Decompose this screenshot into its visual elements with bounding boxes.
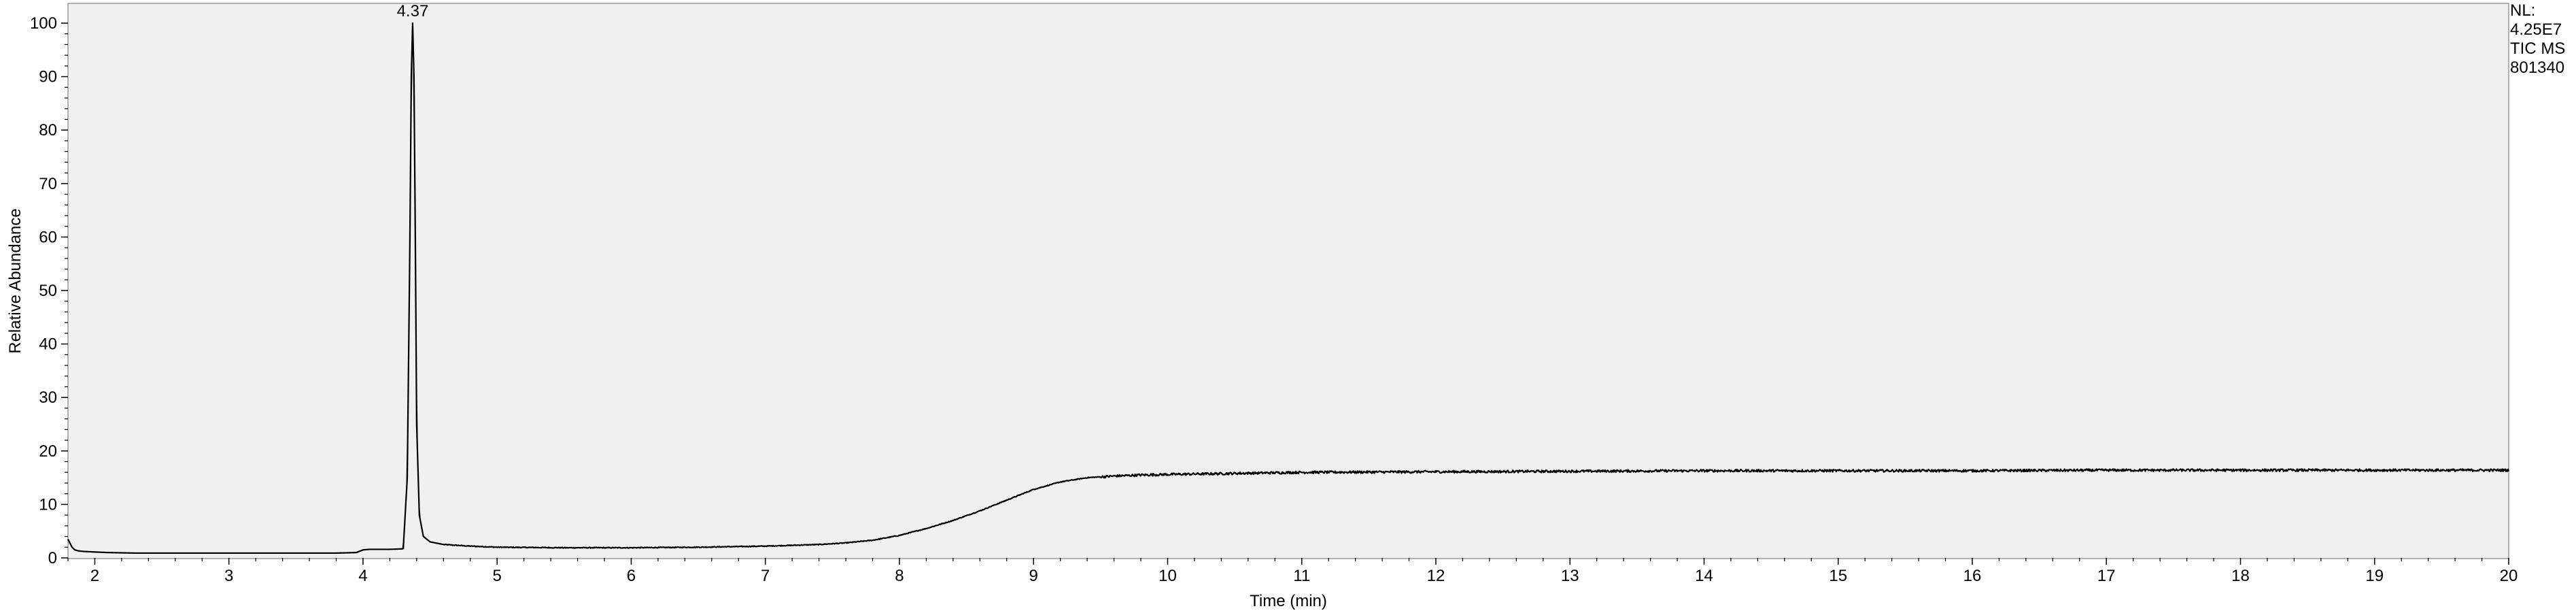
x-tick-label: 14: [1695, 567, 1713, 585]
tic-trace-line: [67, 22, 2510, 554]
x-tick-label: 11: [1293, 567, 1310, 585]
x-tick-label: 19: [2365, 567, 2384, 585]
x-tick-label: 13: [1561, 567, 1579, 585]
y-tick-label: 70: [39, 175, 57, 193]
y-tick-label: 0: [48, 549, 57, 567]
x-tick-label: 10: [1158, 567, 1177, 585]
x-tick-label: 3: [224, 567, 233, 585]
x-tick-label: 16: [1963, 567, 1982, 585]
x-tick-label: 17: [2097, 567, 2116, 585]
x-axis: 2 3 4 5 6 7 8 9 10 11 12 13 14 15 16 17 18 19 20: [67, 558, 2518, 585]
x-axis-title: Time (min): [1250, 592, 1327, 610]
x-tick-label: 4: [358, 567, 367, 585]
plot-area: [67, 3, 2509, 559]
x-tick-label: 6: [627, 567, 636, 585]
x-tick-label: 12: [1427, 567, 1445, 585]
peak-annotations: 4.37: [397, 2, 429, 20]
y-axis: 0 10 20 30 40 50 60 70 80 90 100: [30, 14, 68, 567]
normalization-info-panel: NL: 4.25E7 TIC MS 801340: [2510, 1, 2575, 78]
nl-value: 4.25E7: [2510, 20, 2562, 39]
y-tick-label: 50: [39, 282, 57, 300]
y-tick-label: 10: [39, 495, 57, 514]
x-tick-label: 18: [2231, 567, 2250, 585]
y-tick-label: 80: [39, 121, 57, 139]
file-number: 801340: [2510, 59, 2565, 77]
y-tick-label: 60: [39, 228, 57, 246]
x-tick-label: 9: [1029, 567, 1038, 585]
x-tick-label: 20: [2500, 567, 2518, 585]
peak-label: 4.37: [397, 2, 429, 20]
y-tick-label: 100: [30, 14, 57, 33]
y-tick-label: 90: [39, 68, 57, 86]
scan-filter-label: TIC MS: [2510, 39, 2566, 58]
x-tick-label: 15: [1829, 567, 1847, 585]
y-tick-label: 40: [39, 335, 57, 354]
y-axis-title: Relative Abundance: [6, 208, 24, 354]
x-tick-label: 2: [90, 567, 99, 585]
nl-label: NL:: [2510, 1, 2536, 20]
y-tick-label: 20: [39, 442, 57, 461]
x-tick-label: 5: [493, 567, 502, 585]
y-tick-label: 30: [39, 388, 57, 407]
x-tick-label: 8: [895, 567, 904, 585]
x-tick-label: 7: [761, 567, 770, 585]
